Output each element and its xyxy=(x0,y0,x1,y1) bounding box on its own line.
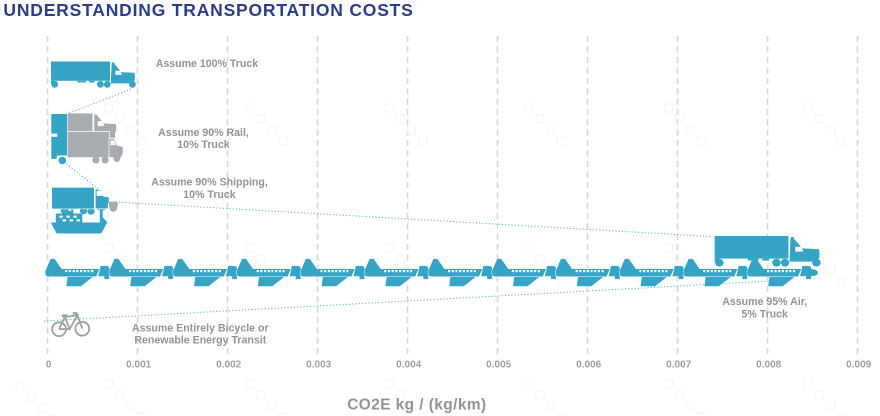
svg-text:0.006: 0.006 xyxy=(576,360,601,371)
svg-text:UNDERSTANDING TRANSPORTATION C: UNDERSTANDING TRANSPORTATION COSTS xyxy=(3,0,413,20)
svg-text:Assume 90% Shipping,: Assume 90% Shipping, xyxy=(151,176,268,188)
svg-text:0.009: 0.009 xyxy=(846,360,871,371)
svg-text:0.002: 0.002 xyxy=(216,360,241,371)
svg-text:10% Truck: 10% Truck xyxy=(183,189,236,201)
svg-text:0.008: 0.008 xyxy=(756,360,781,371)
svg-text:0.007: 0.007 xyxy=(666,360,691,371)
svg-text:0.001: 0.001 xyxy=(126,360,151,371)
svg-text:Assume 90% Rail,: Assume 90% Rail, xyxy=(158,127,249,139)
svg-text:0: 0 xyxy=(46,360,52,371)
svg-text:CO2E kg / (kg/km): CO2E kg / (kg/km) xyxy=(347,397,486,414)
svg-text:Assume Entirely Bicycle or: Assume Entirely Bicycle or xyxy=(132,322,269,334)
svg-text:0.004: 0.004 xyxy=(396,360,421,371)
svg-text:Assume 95% Air,: Assume 95% Air, xyxy=(722,296,807,308)
svg-text:Renewable Energy Transit: Renewable Energy Transit xyxy=(134,335,266,347)
svg-text:5% Truck: 5% Truck xyxy=(741,309,788,321)
svg-text:0.005: 0.005 xyxy=(486,360,511,371)
svg-text:0.003: 0.003 xyxy=(306,360,331,371)
svg-text:Assume 100% Truck: Assume 100% Truck xyxy=(156,58,259,70)
svg-text:10% Truck: 10% Truck xyxy=(177,139,230,151)
